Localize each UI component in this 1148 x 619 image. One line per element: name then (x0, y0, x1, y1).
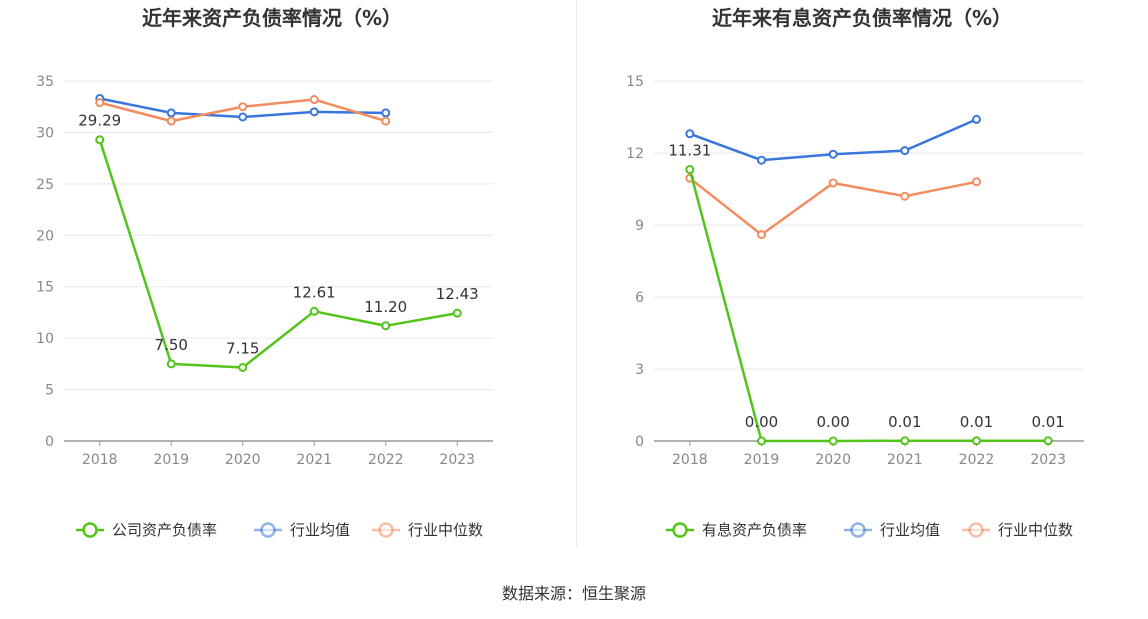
x-tick-label: 2023 (439, 452, 475, 468)
data-point (381, 116, 391, 126)
data-label: 11.20 (364, 298, 407, 316)
data-label: 12.61 (293, 283, 336, 301)
y-tick-label: 0 (635, 434, 644, 450)
legend-swatch-marker (850, 522, 866, 538)
x-tick-label: 2018 (672, 452, 708, 468)
series-line-0 (98, 139, 458, 369)
y-tick-label: 9 (635, 218, 644, 234)
legend-item: 行业均值 (254, 521, 350, 539)
legend-label: 行业中位数 (998, 521, 1073, 539)
data-point (309, 107, 319, 117)
data-label: 0.00 (816, 413, 849, 431)
data-label: 29.29 (78, 112, 121, 130)
data-label: 7.15 (226, 339, 259, 357)
y-tick-label: 20 (36, 228, 54, 244)
x-tick-label: 2018 (82, 452, 118, 468)
legend-label: 行业均值 (880, 521, 940, 539)
legend-swatch-marker (260, 522, 276, 538)
data-point (95, 135, 105, 145)
x-tick-label: 2022 (959, 452, 995, 468)
data-point (309, 95, 319, 105)
y-tick-label: 12 (626, 146, 644, 162)
y-tick-label: 5 (45, 383, 54, 399)
data-point (757, 230, 766, 240)
data-point (828, 149, 838, 159)
legend-item: 行业中位数 (372, 521, 483, 539)
data-point (452, 308, 462, 318)
x-tick-label: 2019 (744, 452, 780, 468)
data-point (900, 146, 910, 156)
legend-label: 行业中位数 (408, 521, 483, 539)
data-label: 0.01 (1031, 413, 1064, 431)
legend-swatch-marker (672, 522, 688, 538)
legend-label: 行业均值 (290, 521, 350, 539)
data-label: 7.50 (155, 336, 188, 354)
data-point (757, 436, 766, 446)
x-tick-label: 2019 (153, 452, 189, 468)
data-point (757, 155, 766, 165)
legend-label: 有息资产负债率 (702, 521, 807, 539)
y-tick-label: 35 (36, 74, 54, 90)
debt-ratio-chart: 近年来资产负债率情况（%） 0 5 10 15 20 25 30 35 2018 2019 2020 2… (36, 6, 493, 539)
x-tick-label: 2022 (368, 452, 404, 468)
data-label: 11.31 (668, 142, 711, 160)
data-point (166, 108, 176, 118)
data-point (238, 362, 248, 372)
data-point (685, 129, 695, 139)
legend-item: 有息资产负债率 (666, 521, 807, 539)
data-label: 0.01 (888, 413, 921, 431)
data-label: 12.43 (436, 285, 479, 303)
legend-item: 行业均值 (844, 521, 940, 539)
x-tick-label: 2020 (815, 452, 851, 468)
x-tick-label: 2021 (296, 452, 332, 468)
legend-swatch-marker (82, 522, 98, 538)
data-point (828, 436, 838, 446)
data-point (166, 359, 176, 369)
y-tick-label: 30 (36, 125, 54, 141)
y-tick-label: 3 (635, 362, 644, 378)
x-tick-label: 2021 (887, 452, 923, 468)
interest-debt-ratio-chart: 近年来有息资产负债率情况（%） 0 3 6 9 12 15 2018 2019 2020 2021 2… (626, 6, 1084, 539)
data-point (972, 114, 981, 124)
x-tick-label: 2020 (225, 452, 261, 468)
x-tick-label: 2023 (1030, 452, 1066, 468)
legend-label: 公司资产负债率 (112, 521, 217, 539)
data-point (900, 436, 910, 446)
y-tick-label: 15 (36, 280, 54, 296)
data-point (900, 191, 910, 201)
panel-divider (576, 0, 577, 548)
y-tick-label: 0 (45, 434, 54, 450)
y-tick-label: 10 (36, 331, 54, 347)
chart-title: 近年来资产负债率情况（%） (142, 6, 402, 30)
y-tick-label: 15 (626, 74, 644, 90)
data-point (685, 165, 695, 175)
y-tick-label: 6 (635, 290, 644, 306)
legend-swatch-marker (378, 522, 394, 538)
y-tick-label: 25 (36, 177, 54, 193)
data-point (828, 178, 838, 188)
data-point (381, 108, 391, 118)
data-point (972, 436, 981, 446)
data-point (166, 116, 176, 126)
legend-item: 公司资产负债率 (76, 521, 217, 539)
data-point (95, 98, 105, 108)
data-label: 0.01 (960, 413, 993, 431)
data-point (238, 112, 248, 122)
legend-item: 行业中位数 (962, 521, 1073, 539)
data-point (1043, 436, 1053, 446)
chart-title: 近年来有息资产负债率情况（%） (712, 6, 1012, 30)
series-line-0 (688, 169, 1049, 443)
data-point (381, 321, 391, 331)
data-point (972, 177, 981, 187)
legend-swatch-marker (968, 522, 984, 538)
data-source: 数据来源：恒生聚源 (501, 584, 646, 603)
data-point (309, 306, 319, 316)
data-point (238, 102, 248, 112)
data-label: 0.00 (745, 413, 778, 431)
